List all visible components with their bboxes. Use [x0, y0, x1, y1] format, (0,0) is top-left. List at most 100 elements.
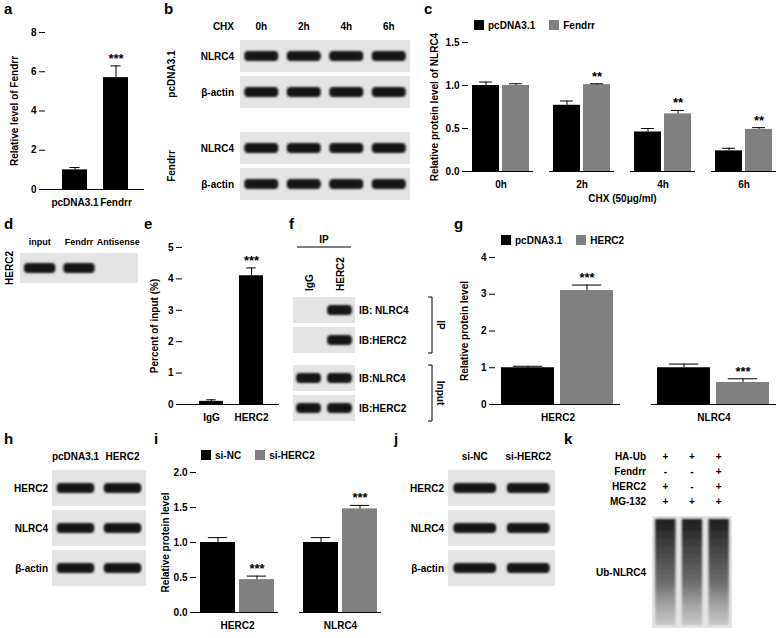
svg-text:5: 5: [168, 242, 174, 253]
svg-text:2h: 2h: [576, 179, 588, 190]
svg-text:6h: 6h: [383, 21, 395, 32]
svg-text:**: **: [754, 113, 765, 128]
svg-text:+: +: [716, 466, 722, 477]
svg-text:1.0: 1.0: [446, 80, 460, 91]
svg-text:Percent of input (%): Percent of input (%): [149, 279, 160, 373]
svg-text:***: ***: [249, 561, 265, 576]
svg-text:4h: 4h: [657, 179, 669, 190]
svg-text:HERC2: HERC2: [221, 620, 255, 631]
svg-text:HA-Ub: HA-Ub: [615, 451, 646, 462]
svg-text:IB:HERC2: IB:HERC2: [359, 403, 407, 414]
svg-text:CHX (50μg/ml): CHX (50μg/ml): [588, 193, 656, 204]
svg-text:0: 0: [481, 399, 487, 410]
svg-text:1.5: 1.5: [446, 37, 460, 48]
svg-text:NLRC4: NLRC4: [15, 523, 49, 534]
svg-text:1: 1: [168, 367, 174, 378]
svg-text:2: 2: [168, 336, 174, 347]
svg-text:2.0: 2.0: [174, 467, 188, 478]
svg-text:MG-132: MG-132: [610, 496, 647, 507]
svg-text:si-HERC2: si-HERC2: [505, 451, 551, 462]
svg-text:HERC2: HERC2: [335, 257, 346, 291]
svg-text:Relative protein level: Relative protein level: [459, 281, 470, 381]
svg-text:1.5: 1.5: [174, 502, 188, 513]
svg-text:+: +: [716, 481, 722, 492]
svg-text:4: 4: [481, 252, 487, 263]
svg-text:3: 3: [481, 288, 487, 299]
svg-text:***: ***: [108, 51, 124, 66]
svg-text:HERC2: HERC2: [410, 483, 444, 494]
svg-text:β-actin: β-actin: [15, 563, 48, 574]
svg-text:4h: 4h: [340, 21, 352, 32]
svg-text:NLRC4: NLRC4: [201, 51, 235, 62]
svg-text:-: -: [690, 466, 693, 477]
svg-text:+: +: [716, 496, 722, 507]
svg-text:***: ***: [579, 270, 595, 285]
svg-text:6h: 6h: [738, 179, 750, 190]
svg-text:Antisense: Antisense: [97, 237, 140, 247]
svg-text:pcDNA3.1: pcDNA3.1: [51, 197, 99, 208]
svg-text:***: ***: [244, 253, 260, 268]
svg-text:input: input: [29, 237, 51, 247]
svg-text:HERC2: HERC2: [612, 481, 646, 492]
svg-text:-: -: [690, 481, 693, 492]
svg-text:Fendrr: Fendrr: [166, 150, 177, 182]
svg-text:3: 3: [168, 305, 174, 316]
svg-text:+: +: [716, 451, 722, 462]
svg-text:IP: IP: [319, 234, 329, 245]
svg-text:0.5: 0.5: [446, 123, 460, 134]
svg-text:+: +: [662, 451, 668, 462]
svg-text:***: ***: [735, 364, 751, 379]
svg-text:NLRC4: NLRC4: [411, 523, 445, 534]
svg-text:4: 4: [31, 105, 37, 116]
svg-text:2: 2: [481, 325, 487, 336]
svg-text:NLRC4: NLRC4: [201, 143, 235, 154]
svg-text:6: 6: [31, 66, 37, 77]
svg-text:Fendrr: Fendrr: [100, 197, 132, 208]
svg-text:1: 1: [481, 362, 487, 373]
svg-text:Input: Input: [435, 381, 446, 406]
svg-text:+: +: [662, 496, 668, 507]
svg-text:0h: 0h: [495, 179, 507, 190]
svg-text:IgG: IgG: [203, 412, 220, 423]
svg-text:4: 4: [168, 273, 174, 284]
svg-text:0: 0: [31, 184, 37, 195]
svg-text:si-NC: si-NC: [462, 451, 488, 462]
svg-text:Fendrr: Fendrr: [65, 237, 94, 247]
svg-text:β-actin: β-actin: [411, 563, 444, 574]
svg-text:0.5: 0.5: [174, 572, 188, 583]
svg-text:β-actin: β-actin: [201, 179, 234, 190]
svg-text:2: 2: [31, 144, 37, 155]
svg-text:***: ***: [352, 490, 368, 505]
svg-text:0.0: 0.0: [174, 607, 188, 618]
svg-text:pcDNA3.1: pcDNA3.1: [52, 451, 100, 462]
svg-text:pcDNA3.1: pcDNA3.1: [166, 50, 177, 98]
svg-text:1.0: 1.0: [174, 537, 188, 548]
svg-text:**: **: [592, 69, 603, 84]
svg-text:-: -: [664, 466, 667, 477]
svg-text:2h: 2h: [298, 21, 310, 32]
svg-text:IB: NLRC4: IB: NLRC4: [359, 305, 409, 316]
svg-text:CHX: CHX: [213, 21, 234, 32]
svg-text:β-actin: β-actin: [201, 87, 234, 98]
svg-text:HERC2: HERC2: [106, 451, 140, 462]
svg-text:NLRC4: NLRC4: [697, 412, 731, 423]
svg-text:+: +: [689, 496, 695, 507]
svg-text:**: **: [673, 95, 684, 110]
svg-text:IB:NLRC4: IB:NLRC4: [359, 373, 406, 384]
svg-text:+: +: [689, 451, 695, 462]
svg-text:NLRC4: NLRC4: [324, 620, 358, 631]
svg-text:Relative protein level of NLRC: Relative protein level of NLRC4: [429, 32, 440, 181]
svg-text:0: 0: [168, 399, 174, 410]
svg-text:IP: IP: [435, 320, 446, 330]
svg-text:HERC2: HERC2: [235, 412, 269, 423]
svg-text:Relative level of Fendrr: Relative level of Fendrr: [9, 56, 20, 166]
svg-text:IgG: IgG: [304, 274, 315, 291]
svg-text:Relative protein level: Relative protein level: [160, 492, 171, 592]
svg-text:HERC2: HERC2: [4, 251, 15, 285]
svg-text:IB:HERC2: IB:HERC2: [359, 335, 407, 346]
svg-text:0h: 0h: [255, 21, 267, 32]
svg-text:Ub-NLRC4: Ub-NLRC4: [596, 567, 646, 578]
svg-text:Fendrr: Fendrr: [614, 466, 646, 477]
svg-text:+: +: [662, 481, 668, 492]
svg-text:HERC2: HERC2: [14, 483, 48, 494]
